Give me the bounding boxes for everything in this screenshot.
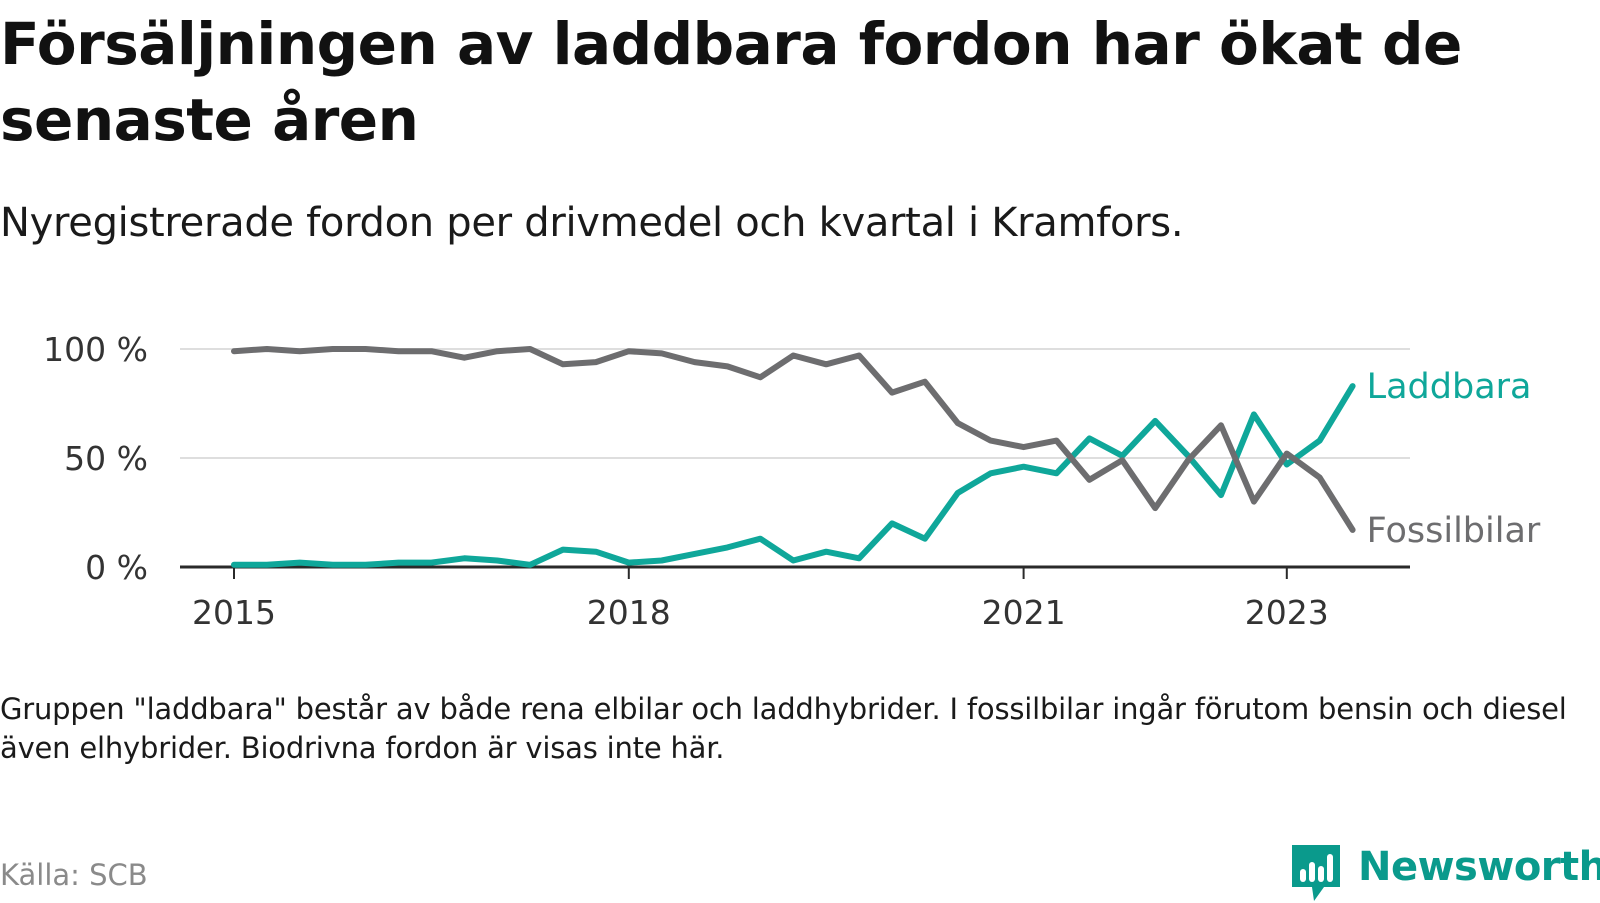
chart-subtitle: Nyregistrerade fordon per drivmedel och …: [0, 200, 1184, 246]
newsworthy-logo-icon: [1292, 845, 1340, 901]
x-tick-label: 2018: [587, 593, 671, 632]
series-label-laddbara: Laddbara: [1367, 367, 1532, 407]
source-label: Källa: SCB: [0, 858, 148, 892]
brand-name: Newsworthy: [1358, 844, 1600, 890]
footnote: Gruppen "laddbara" består av både rena e…: [0, 692, 1567, 765]
x-tick-label: 2023: [1245, 593, 1329, 632]
series-line-laddbara: [231, 383, 1356, 568]
chart-title: Försäljningen av laddbara fordon har öka…: [0, 10, 1462, 154]
line-chart: 0 % 50 % 100 % 2015 2018 2021 2023 Laddbara Foss…: [43, 330, 1541, 632]
x-tick-label: 2021: [982, 593, 1066, 632]
series-line-fossilbilar: [231, 346, 1356, 533]
y-tick-label: 50 %: [64, 439, 148, 478]
x-tick-label: 2015: [192, 593, 276, 632]
y-tick-label: 100 %: [43, 330, 148, 369]
series-label-fossilbilar: Fossilbilar: [1367, 511, 1541, 551]
y-tick-label: 0 %: [85, 548, 148, 587]
